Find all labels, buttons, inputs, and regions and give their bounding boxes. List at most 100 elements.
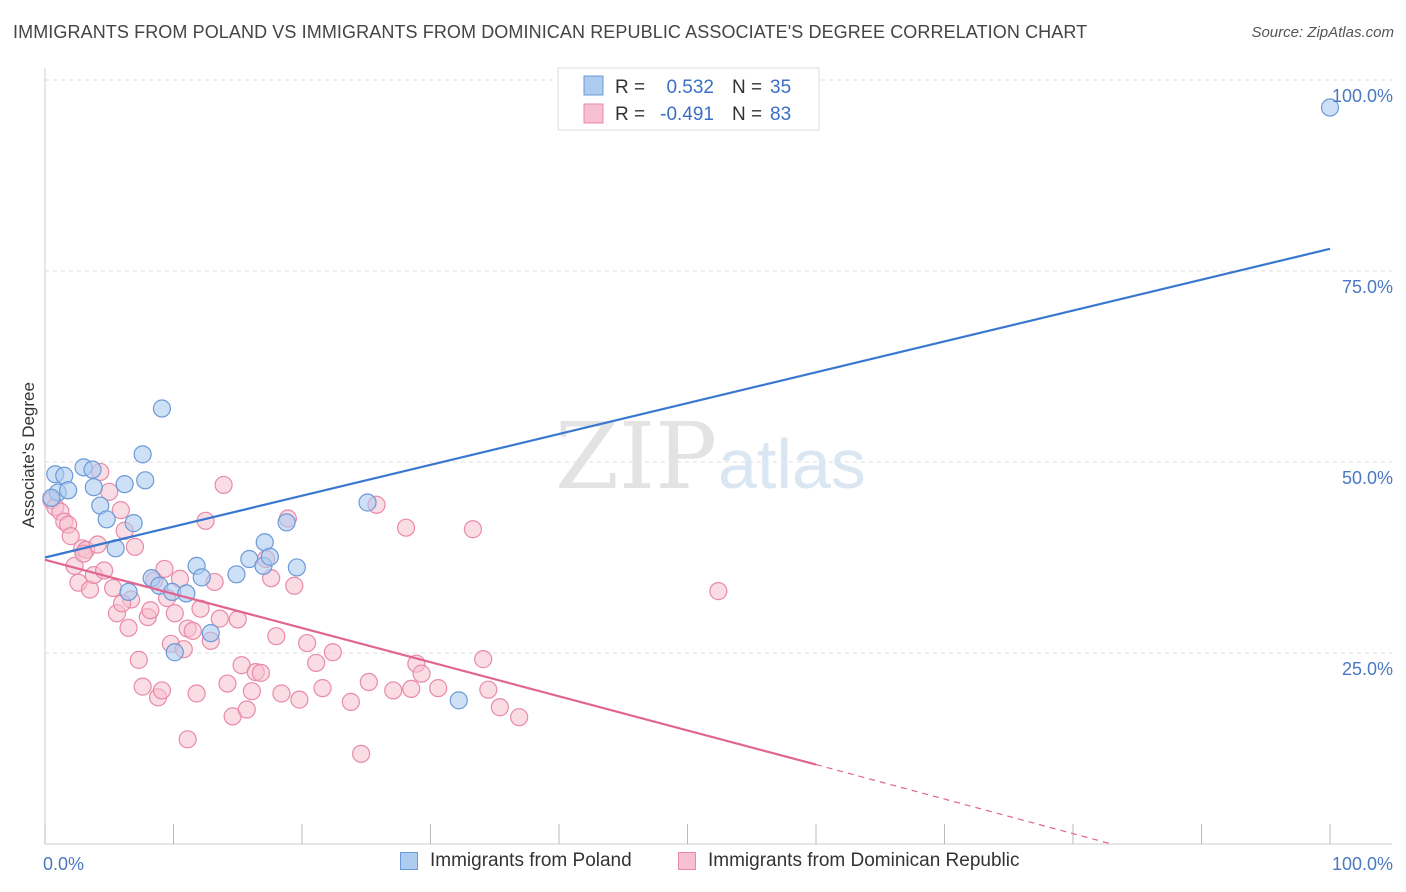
point-dominican-64 [352,744,371,763]
point-dominican-26 [141,601,160,620]
point-dominican-69 [402,679,421,699]
legend-r-label-1: R = [615,77,645,98]
series-poland-points [42,98,1340,710]
point-dominican-82 [155,559,174,579]
legend-item-dominican: Immigrants from Dominican Republic [678,850,1020,872]
point-poland-3 [42,488,61,508]
y-tick-label-0: 100.0% [1332,86,1393,106]
point-dominican-44 [218,674,237,693]
point-dominican-32 [165,604,184,623]
point-poland-34 [1320,98,1340,117]
point-dominican-75 [479,680,498,699]
point-dominican-58 [290,690,309,709]
y-tick-label-1: 75.0% [1342,277,1393,297]
point-dominican-37 [187,684,206,703]
point-dominican-20 [119,618,138,637]
point-poland-6 [83,460,102,479]
point-dominican-59 [298,633,317,653]
point-dominican-54 [267,627,286,646]
point-dominican-79 [178,730,197,749]
x-tick-label-1: 100.0% [1332,854,1393,874]
watermark-atlas: atlas [718,425,866,503]
point-dominican-76 [490,698,509,717]
legend-r-value-2: -0.491 [660,104,714,125]
legend-r-value-1: 0.532 [666,77,714,98]
point-dominican-72 [429,679,448,698]
legend-swatch-dominican [583,103,604,124]
legend-swatch-dominican-bottom [678,852,696,870]
y-tick-labels: 100.0% 75.0% 50.0% 25.0% [1332,86,1393,679]
axes [44,68,1392,845]
legend-r-label-2: R = [615,104,645,125]
point-dominican-18 [111,501,130,520]
point-dominican-68 [396,518,416,537]
point-dominican-16 [104,578,123,598]
point-dominican-48 [237,700,256,719]
chart-title: IMMIGRANTS FROM POLAND VS IMMIGRANTS FRO… [13,22,1088,42]
watermark-zip: ZIP [555,403,717,510]
point-dominican-61 [313,679,332,698]
trend-line-poland [44,247,1331,559]
point-dominican-36 [183,621,202,640]
point-dominican-60 [307,653,326,673]
point-dominican-77 [510,708,529,727]
point-poland-14 [133,445,152,464]
legend-n-label-2: N = [732,104,762,125]
point-poland-29 [260,547,279,566]
point-dominican-5 [61,527,80,546]
point-dominican-67 [384,681,403,700]
series-legend: Immigrants from Poland Immigrants from D… [0,850,1406,880]
y-axis-label: Associate's Degree [19,382,38,528]
point-dominican-51 [251,663,270,682]
point-poland-31 [287,558,306,577]
point-poland-7 [84,478,103,497]
legend-item-poland: Immigrants from Poland [400,850,632,872]
point-poland-13 [124,514,143,533]
point-poland-16 [152,399,172,418]
legend-n-value-2: 83 [770,104,791,125]
point-poland-15 [136,471,155,490]
legend-label-dominican: Immigrants from Dominican Republic [708,850,1020,871]
point-dominican-55 [272,684,291,703]
point-dominican-74 [474,650,493,669]
point-poland-25 [227,565,246,584]
point-poland-20 [165,643,184,662]
point-dominican-57 [285,576,304,595]
trend-line-dominican-extension [815,763,1112,845]
point-dominican-42 [210,609,229,628]
point-poland-4 [59,481,78,500]
trend-line-dominican [44,558,817,766]
point-poland-32 [358,493,377,512]
x-tick-labels: 0.0% 100.0% [43,854,1393,874]
legend-swatch-poland-bottom [400,852,418,870]
point-dominican-73 [463,520,483,539]
point-poland-23 [192,568,211,587]
legend-n-label-1: N = [732,77,762,98]
point-dominican-22 [125,537,145,556]
x-tick-label-0: 0.0% [43,854,84,874]
point-dominican-29 [152,681,172,700]
correlation-legend: R = 0.532 N = 35 R = -0.491 N = 83 [557,67,820,131]
point-poland-9 [97,510,116,529]
point-dominican-43 [214,475,233,495]
source-credit: Source: ZipAtlas.com [1251,24,1394,41]
point-dominican-71 [412,664,431,683]
trend-lines [44,247,1331,845]
point-poland-24 [201,624,220,643]
point-dominican-65 [359,672,378,692]
legend-n-value-1: 35 [770,77,791,98]
y-tick-label-2: 50.0% [1342,468,1393,488]
legend-swatch-poland [583,75,604,96]
point-dominican-62 [323,643,342,662]
legend-label-poland: Immigrants from Poland [430,850,632,871]
point-poland-11 [115,475,134,494]
point-dominican-63 [341,692,360,711]
point-dominican-49 [242,682,261,701]
y-tick-label-3: 25.0% [1342,659,1393,679]
point-poland-33 [449,691,468,710]
point-dominican-78 [709,582,728,601]
point-poland-30 [277,513,296,532]
point-dominican-24 [133,677,152,696]
point-poland-12 [119,582,138,601]
